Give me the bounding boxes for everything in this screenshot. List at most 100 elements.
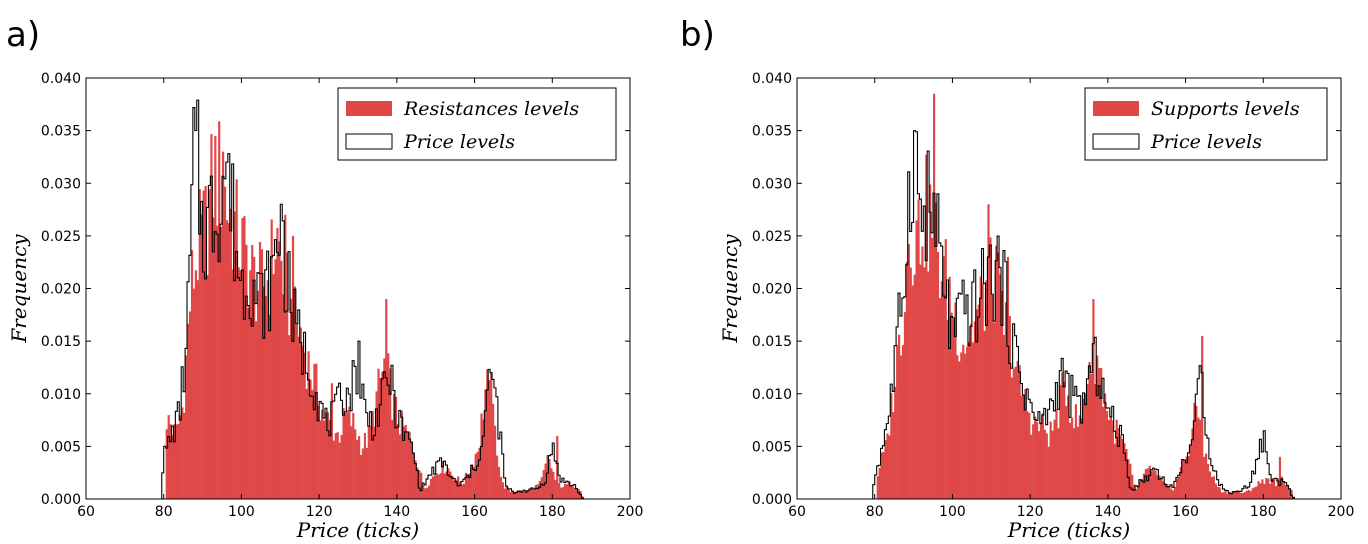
- x-tick-label: 80: [155, 504, 173, 520]
- histogram-bar: [565, 484, 569, 499]
- histogram-bar: [437, 474, 440, 499]
- histogram-bar: [1070, 417, 1074, 499]
- histogram-bar: [1290, 489, 1293, 499]
- histogram-bar: [1032, 424, 1035, 499]
- histogram-bar: [569, 486, 572, 499]
- histogram-bar: [323, 420, 326, 499]
- histogram-bar: [940, 281, 943, 499]
- y-tick-label: 0.005: [41, 439, 81, 455]
- histogram-bar: [416, 467, 419, 499]
- histogram-bar: [1065, 405, 1068, 499]
- histogram-bar: [313, 363, 316, 499]
- histogram-bar: [1269, 483, 1272, 499]
- legend-swatch-outline: [1092, 133, 1140, 150]
- histogram-bar: [1187, 455, 1190, 499]
- histogram-bar: [311, 389, 314, 499]
- histogram-bar: [470, 464, 473, 499]
- histogram-bar: [422, 485, 425, 499]
- histogram-bar: [1241, 492, 1245, 499]
- histogram-bar: [262, 286, 265, 499]
- histogram-bar: [905, 261, 908, 499]
- histogram-bar: [1096, 355, 1099, 499]
- histogram-bar: [550, 468, 553, 499]
- histogram-bar: [476, 451, 479, 499]
- histogram-bar: [946, 319, 949, 499]
- histogram-bar: [973, 321, 976, 499]
- histogram-bar: [979, 276, 982, 499]
- histogram-bar: [911, 285, 914, 499]
- histogram-bar: [1135, 488, 1138, 499]
- histogram-bar: [923, 267, 926, 499]
- histogram-bar: [1253, 487, 1256, 499]
- histogram-bar: [391, 419, 394, 499]
- histogram-bar: [340, 435, 343, 499]
- histogram-bar: [239, 270, 242, 499]
- histogram-bar: [1265, 477, 1268, 499]
- histogram-bar: [466, 475, 469, 499]
- histogram-bar: [1010, 377, 1013, 499]
- histogram-bar: [1063, 381, 1066, 499]
- histogram-bar: [301, 346, 304, 499]
- histogram-bar: [276, 227, 279, 499]
- histogram-bar: [315, 363, 318, 499]
- histogram-bar: [169, 424, 172, 499]
- histogram-bar: [460, 484, 464, 499]
- histogram-bar: [1148, 465, 1151, 499]
- panel-a: a) 60 80 100 120 140 160 180 200 0.000 0.005 0.010 0…: [6, 15, 643, 542]
- histogram-bar: [1059, 385, 1062, 499]
- histogram-bar: [915, 220, 918, 500]
- histogram-bar: [255, 321, 258, 499]
- histogram-bar: [534, 484, 537, 499]
- histogram-bar: [225, 220, 229, 499]
- y-tick-label: 0.015: [752, 334, 792, 350]
- histogram-bar: [907, 244, 910, 499]
- histogram-bar: [1236, 490, 1239, 499]
- histogram-bar: [1024, 389, 1027, 499]
- histogram-bar: [1090, 373, 1093, 499]
- histogram-bar: [266, 280, 269, 499]
- histogram-bar: [1205, 453, 1208, 499]
- histogram-bar: [1127, 459, 1130, 499]
- y-tick-label: 0.035: [752, 124, 792, 140]
- histogram-bar: [494, 425, 497, 499]
- histogram-bar: [991, 295, 994, 499]
- histogram-bar: [398, 434, 401, 499]
- histogram-bar: [1001, 291, 1004, 499]
- histogram-bar: [927, 271, 930, 499]
- price-levels-outline: [159, 99, 584, 500]
- histogram-bar: [202, 190, 205, 499]
- y-tick-label: 0.010: [752, 387, 792, 403]
- histogram-bar: [1239, 492, 1243, 499]
- histogram-bar: [997, 252, 1000, 499]
- histogram-bar: [334, 433, 337, 499]
- histogram-bar: [484, 389, 487, 499]
- histogram-bar: [1026, 411, 1029, 499]
- histogram-bar: [1039, 422, 1043, 499]
- histogram-bar: [1179, 467, 1182, 499]
- histogram-bar: [222, 151, 225, 500]
- histogram-bar: [948, 276, 951, 499]
- histogram-bar: [165, 429, 168, 499]
- histogram-bar: [1088, 362, 1091, 499]
- histogram-bar: [517, 491, 520, 499]
- y-tick-label: 0.025: [752, 229, 792, 245]
- legend-label: Price levels: [1150, 131, 1262, 153]
- y-tick-label: 0.000: [752, 492, 792, 508]
- histogram-bar: [921, 246, 924, 499]
- histogram-bar: [431, 476, 435, 499]
- histogram-bar: [410, 441, 413, 499]
- histogram-bar: [235, 179, 238, 499]
- histogram-bar: [426, 487, 429, 499]
- histogram-bar: [1286, 485, 1289, 499]
- histogram-bar: [1100, 367, 1103, 499]
- histogram-bar: [575, 488, 578, 499]
- histogram-bar: [919, 264, 922, 499]
- histogram-bar: [270, 219, 273, 500]
- histogram-bar: [993, 322, 996, 499]
- histogram-bar: [1142, 473, 1146, 499]
- histogram-bar: [1197, 417, 1200, 499]
- y-tick-label: 0.035: [41, 124, 81, 140]
- histogram-bar: [210, 133, 213, 500]
- histogram-bar: [336, 432, 339, 499]
- histogram-bar: [1103, 393, 1107, 499]
